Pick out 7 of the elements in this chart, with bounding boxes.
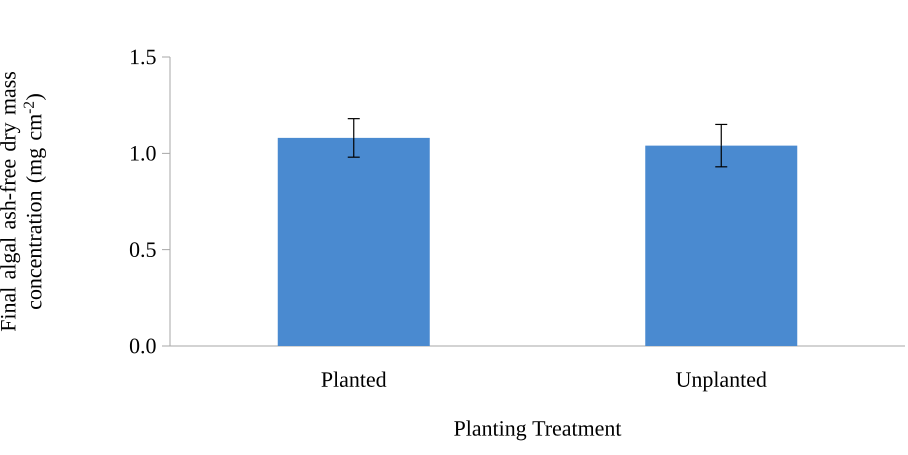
y-tick-label: 0.5: [130, 242, 156, 258]
y-tick-label: 0.0: [130, 338, 156, 354]
x-axis-title: Planting Treatment: [454, 420, 622, 440]
y-tick-label: 1.0: [131, 146, 156, 161]
x-tick-label: Planted: [322, 372, 386, 387]
y-tick-label: 1.5: [131, 50, 156, 64]
x-tick-label: Unplanted: [676, 372, 767, 392]
